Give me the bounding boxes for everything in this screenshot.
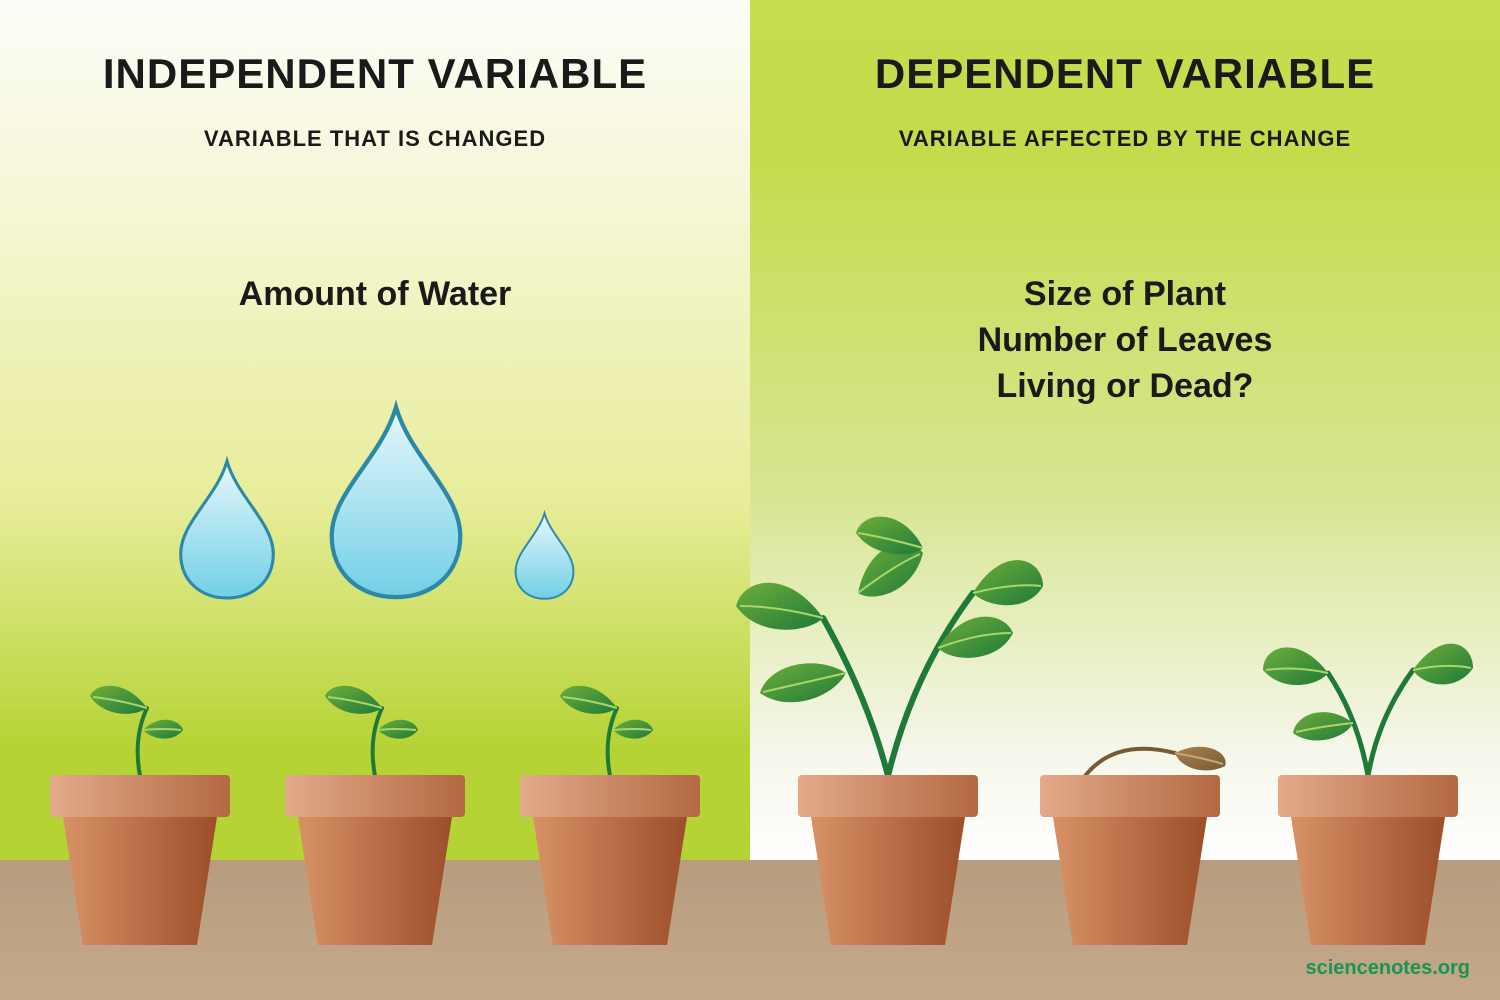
left-panel: INDEPENDENT VARIABLE VARIABLE THAT IS CH… — [0, 0, 750, 1000]
plant-pot — [788, 498, 988, 950]
pot-icon — [793, 770, 983, 950]
water-drops-group — [0, 400, 750, 600]
right-panel: DEPENDENT VARIABLE VARIABLE AFFECTED BY … — [750, 0, 1500, 1000]
left-pots-row — [0, 668, 750, 950]
pot-icon — [45, 770, 235, 950]
right-example-line-2: Number of Leaves — [978, 321, 1273, 359]
attribution-label: sciencenotes.org — [1305, 957, 1470, 980]
right-pots-row — [750, 498, 1500, 950]
right-example-line-3: Living or Dead? — [997, 367, 1254, 405]
water-drop-icon — [173, 456, 281, 600]
pot-icon — [1273, 770, 1463, 950]
plant-pot — [515, 668, 705, 950]
medium-plant-icon — [1258, 608, 1478, 778]
plant-pot — [45, 668, 235, 950]
left-example-line-1: Amount of Water — [239, 275, 512, 313]
plant-pot — [280, 668, 470, 950]
water-drop-icon — [321, 400, 471, 600]
plant-pot — [1273, 608, 1463, 950]
pot-icon — [280, 770, 470, 950]
left-example: Amount of Water — [0, 272, 750, 318]
right-example: Size of Plant Number of Leaves Living or… — [750, 272, 1500, 410]
right-example-line-1: Size of Plant — [1024, 275, 1226, 313]
left-subtitle: VARIABLE THAT IS CHANGED — [0, 126, 750, 152]
sprout-icon — [310, 668, 440, 778]
left-title: INDEPENDENT VARIABLE — [0, 50, 750, 98]
large-plant-icon — [728, 498, 1048, 778]
sprout-icon — [545, 668, 675, 778]
right-subtitle: VARIABLE AFFECTED BY THE CHANGE — [750, 126, 1500, 152]
water-drop-icon — [511, 510, 578, 600]
pot-icon — [515, 770, 705, 950]
right-title: DEPENDENT VARIABLE — [750, 50, 1500, 98]
pot-icon — [1035, 770, 1225, 950]
sprout-icon — [75, 668, 205, 778]
plant-pot — [1025, 728, 1235, 950]
